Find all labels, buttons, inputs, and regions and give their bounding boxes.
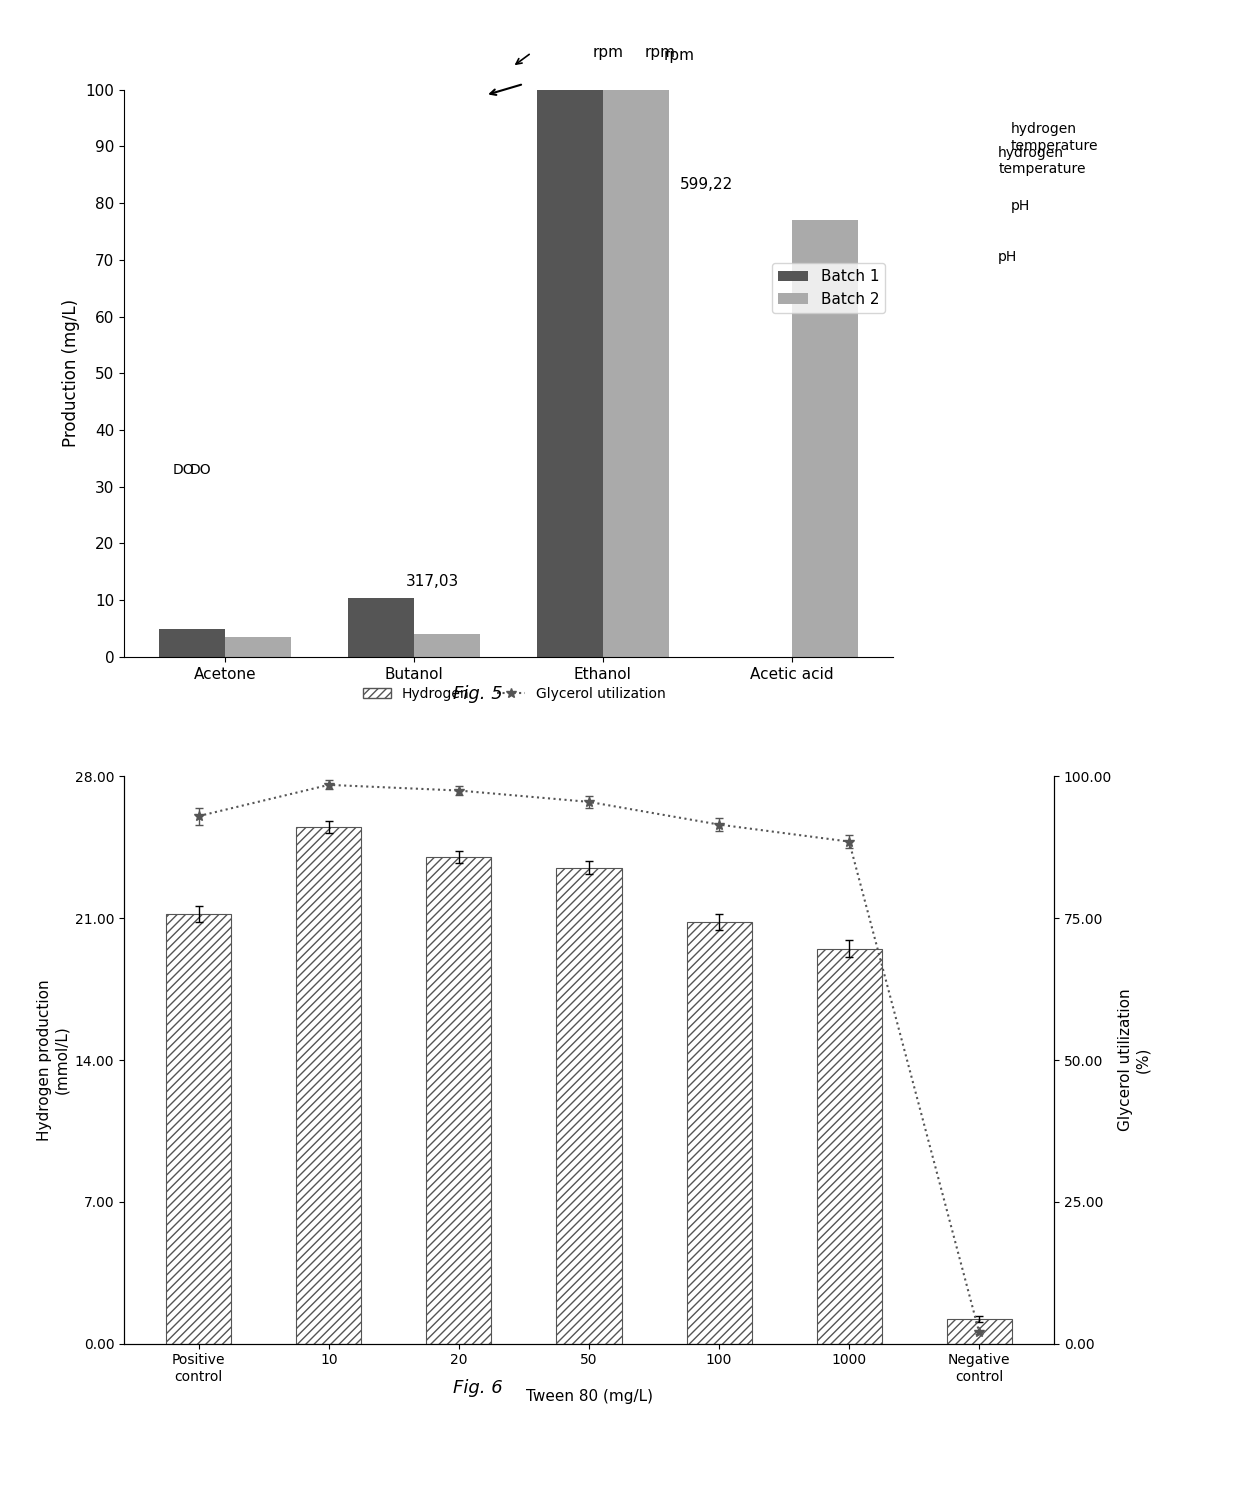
Bar: [427, 857, 491, 1344]
Text: hydrogen
temperature: hydrogen temperature: [1011, 122, 1099, 152]
Bar: [348, 599, 414, 657]
Glycerol utilization: [972, 1323, 987, 1341]
Text: 599,22: 599,22: [680, 176, 733, 191]
Text: hydrogen
temperature: hydrogen temperature: [998, 146, 1086, 176]
Line: Glycerol utilization: Glycerol utilization: [193, 779, 985, 1338]
Text: pH: pH: [998, 249, 1018, 264]
Glycerol utilization: [712, 815, 727, 833]
Text: Fig. 5: Fig. 5: [453, 685, 502, 703]
Glycerol utilization: [451, 782, 466, 800]
Text: 317,03: 317,03: [407, 573, 460, 588]
Text: DO: DO: [172, 463, 195, 476]
Bar: [159, 629, 224, 657]
Bar: [166, 914, 232, 1344]
Bar: [946, 1320, 1012, 1344]
X-axis label: Tween 80 (mg/L): Tween 80 (mg/L): [526, 1388, 652, 1405]
Bar: [414, 635, 480, 657]
Bar: [557, 867, 621, 1344]
Text: rpm: rpm: [645, 45, 676, 60]
Text: DO: DO: [190, 463, 211, 476]
Bar: [817, 948, 882, 1344]
Y-axis label: Production (mg/L): Production (mg/L): [62, 299, 79, 448]
Glycerol utilization: [842, 833, 857, 851]
Y-axis label: Hydrogen production
(mmol/L): Hydrogen production (mmol/L): [37, 979, 69, 1141]
Glycerol utilization: [582, 793, 596, 811]
Bar: [687, 923, 751, 1344]
Bar: [537, 90, 603, 657]
Legend: Batch 1, Batch 2: Batch 1, Batch 2: [771, 263, 885, 314]
Bar: [603, 90, 668, 657]
Glycerol utilization: [191, 808, 206, 826]
Text: pH: pH: [1011, 199, 1030, 213]
Bar: [792, 219, 858, 657]
Text: rpm: rpm: [663, 48, 694, 63]
Bar: [224, 638, 291, 657]
Glycerol utilization: [321, 776, 336, 794]
Text: Fig. 6: Fig. 6: [453, 1380, 502, 1397]
Bar: [296, 827, 361, 1344]
Y-axis label: Glycerol utilization
(%): Glycerol utilization (%): [1117, 988, 1149, 1132]
Legend: Hydrogen, Glycerol utilization: Hydrogen, Glycerol utilization: [357, 681, 672, 706]
Text: rpm: rpm: [593, 45, 624, 60]
